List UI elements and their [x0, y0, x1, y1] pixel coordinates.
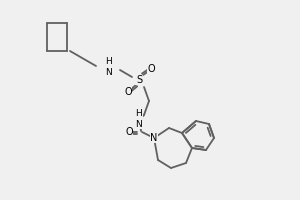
- Text: H
N: H N: [136, 109, 142, 129]
- Text: O: O: [124, 87, 132, 97]
- Text: O: O: [147, 64, 155, 74]
- Text: O: O: [125, 127, 133, 137]
- Text: N: N: [150, 133, 158, 143]
- Text: S: S: [136, 75, 142, 85]
- Text: H
N: H N: [105, 57, 111, 77]
